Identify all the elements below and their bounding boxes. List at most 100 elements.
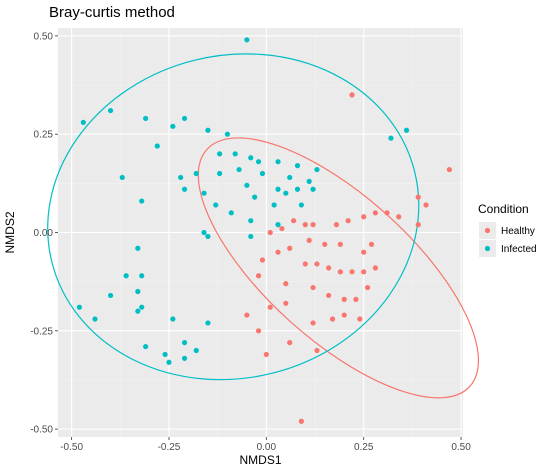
ellipse-infected	[47, 53, 420, 381]
point-infected	[154, 143, 160, 149]
point-infected	[135, 308, 141, 314]
point-healthy	[291, 218, 297, 224]
point-healthy	[337, 241, 343, 247]
point-healthy	[255, 273, 262, 279]
point-infected	[201, 190, 207, 196]
legend-label-infected: Infected	[501, 244, 537, 255]
point-infected	[252, 194, 258, 200]
point-healthy	[263, 351, 269, 358]
point-infected	[181, 186, 188, 192]
point-infected	[181, 115, 188, 122]
point-infected	[294, 186, 301, 192]
point-infected	[170, 123, 176, 129]
point-healthy	[357, 316, 363, 322]
point-healthy	[333, 222, 340, 228]
point-healthy	[259, 257, 266, 263]
y-tick-label: -0.25	[30, 326, 53, 337]
point-infected	[178, 174, 184, 181]
point-infected	[135, 288, 141, 295]
point-healthy	[423, 202, 429, 208]
point-healthy	[368, 241, 375, 247]
point-healthy	[314, 261, 320, 267]
point-healthy	[287, 340, 293, 346]
point-healthy	[349, 269, 355, 275]
point-healthy	[415, 222, 421, 228]
point-infected	[248, 155, 254, 161]
point-healthy	[415, 194, 421, 200]
x-tick-label: 0.50	[451, 442, 471, 453]
point-infected	[228, 210, 234, 216]
point-healthy	[322, 241, 328, 247]
point-infected	[123, 273, 129, 279]
point-healthy	[302, 222, 308, 228]
point-infected	[217, 151, 223, 157]
point-healthy	[341, 296, 347, 302]
point-infected	[162, 351, 168, 358]
point-infected	[205, 233, 211, 240]
point-healthy	[283, 281, 289, 287]
point-healthy	[329, 316, 336, 322]
point-healthy	[310, 222, 316, 228]
point-healthy	[255, 328, 262, 334]
point-healthy	[310, 284, 316, 291]
point-infected	[275, 222, 281, 228]
point-infected	[181, 340, 188, 346]
point-infected	[166, 359, 172, 365]
point-infected	[275, 159, 281, 165]
point-infected	[181, 355, 188, 361]
point-infected	[107, 292, 114, 299]
point-infected	[107, 107, 114, 114]
y-tick-label: -0.50	[30, 425, 53, 436]
data-points	[76, 37, 452, 424]
x-tick-label: 0.00	[257, 442, 277, 453]
point-healthy	[314, 347, 320, 354]
point-healthy	[337, 269, 343, 275]
legend-title: Condition	[478, 202, 529, 216]
point-healthy	[349, 92, 355, 98]
point-infected	[248, 218, 254, 224]
point-infected	[403, 127, 410, 133]
point-infected	[139, 304, 145, 310]
y-tick-label: 0.50	[34, 31, 54, 42]
point-healthy	[326, 292, 332, 299]
y-tick-label: 0.00	[34, 228, 54, 239]
point-infected	[236, 166, 242, 173]
point-healthy	[446, 166, 452, 173]
point-infected	[244, 37, 250, 43]
point-healthy	[306, 237, 312, 243]
point-infected	[213, 202, 219, 208]
point-healthy	[372, 210, 378, 216]
x-axis-title: NMDS1	[239, 453, 281, 467]
point-healthy	[341, 312, 347, 318]
point-infected	[205, 320, 211, 326]
point-infected	[283, 190, 289, 196]
point-infected	[224, 131, 230, 137]
point-infected	[135, 245, 141, 251]
x-tick-label: -0.50	[60, 442, 83, 453]
point-healthy	[372, 265, 378, 271]
y-axis-ticks: -0.50 -0.25 0.00 0.25 0.50	[30, 31, 58, 436]
point-healthy	[279, 225, 285, 232]
point-healthy	[244, 312, 250, 318]
point-infected	[193, 347, 199, 354]
y-tick-label: 0.25	[34, 130, 54, 141]
point-healthy	[396, 214, 402, 220]
point-infected	[294, 163, 301, 169]
legend-swatch-healthy	[484, 227, 491, 234]
point-healthy	[326, 265, 332, 271]
point-infected	[80, 119, 86, 125]
point-healthy	[267, 304, 273, 310]
point-infected	[306, 178, 312, 184]
legend: Condition Healthy Infected	[478, 202, 537, 257]
point-healthy	[361, 269, 367, 275]
point-infected	[248, 233, 254, 240]
point-healthy	[353, 296, 359, 302]
point-infected	[139, 198, 145, 204]
point-infected	[193, 170, 199, 177]
point-infected	[298, 202, 304, 208]
point-infected	[232, 151, 238, 157]
point-healthy	[267, 229, 273, 236]
point-healthy	[384, 210, 390, 216]
legend-swatch-infected	[484, 245, 491, 252]
